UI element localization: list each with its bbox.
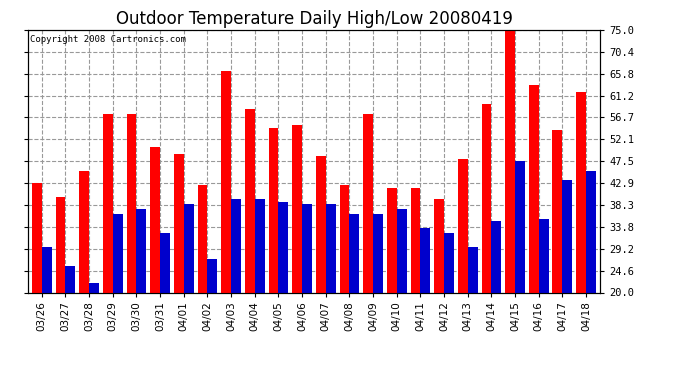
Bar (397, 209, 406, 292)
Bar (420, 228, 431, 292)
Bar (279, 202, 288, 292)
Bar (529, 85, 539, 292)
Bar (197, 185, 208, 292)
Bar (150, 147, 160, 292)
Bar (586, 171, 596, 292)
Bar (302, 204, 312, 292)
Title: Outdoor Temperature Daily High/Low 20080419: Outdoor Temperature Daily High/Low 20080… (115, 10, 513, 28)
Bar (553, 130, 562, 292)
Bar (562, 180, 573, 292)
Bar (160, 233, 170, 292)
Bar (411, 188, 420, 292)
Bar (316, 156, 326, 292)
Bar (42, 247, 52, 292)
Bar (79, 171, 89, 292)
Bar (458, 159, 468, 292)
Bar (231, 200, 241, 292)
Bar (515, 161, 525, 292)
Bar (505, 25, 515, 293)
Bar (126, 114, 137, 292)
Bar (137, 209, 146, 292)
Bar (292, 126, 302, 292)
Bar (373, 214, 383, 292)
Bar (468, 247, 477, 292)
Bar (112, 214, 123, 292)
Bar (387, 188, 397, 292)
Bar (434, 200, 444, 292)
Bar (66, 266, 75, 292)
Bar (268, 128, 279, 292)
Bar (539, 219, 549, 292)
Bar (221, 70, 231, 292)
Bar (491, 221, 502, 292)
Bar (482, 104, 491, 292)
Bar (326, 204, 336, 292)
Text: Copyright 2008 Cartronics.com: Copyright 2008 Cartronics.com (30, 35, 186, 44)
Bar (32, 183, 42, 292)
Bar (55, 197, 66, 292)
Bar (339, 185, 349, 292)
Bar (245, 109, 255, 292)
Bar (255, 200, 265, 292)
Bar (208, 259, 217, 292)
Bar (363, 114, 373, 292)
Bar (576, 92, 586, 292)
Bar (89, 283, 99, 292)
Bar (349, 214, 359, 292)
Bar (444, 233, 454, 292)
Bar (184, 204, 194, 292)
Bar (103, 114, 112, 292)
Bar (174, 154, 184, 292)
